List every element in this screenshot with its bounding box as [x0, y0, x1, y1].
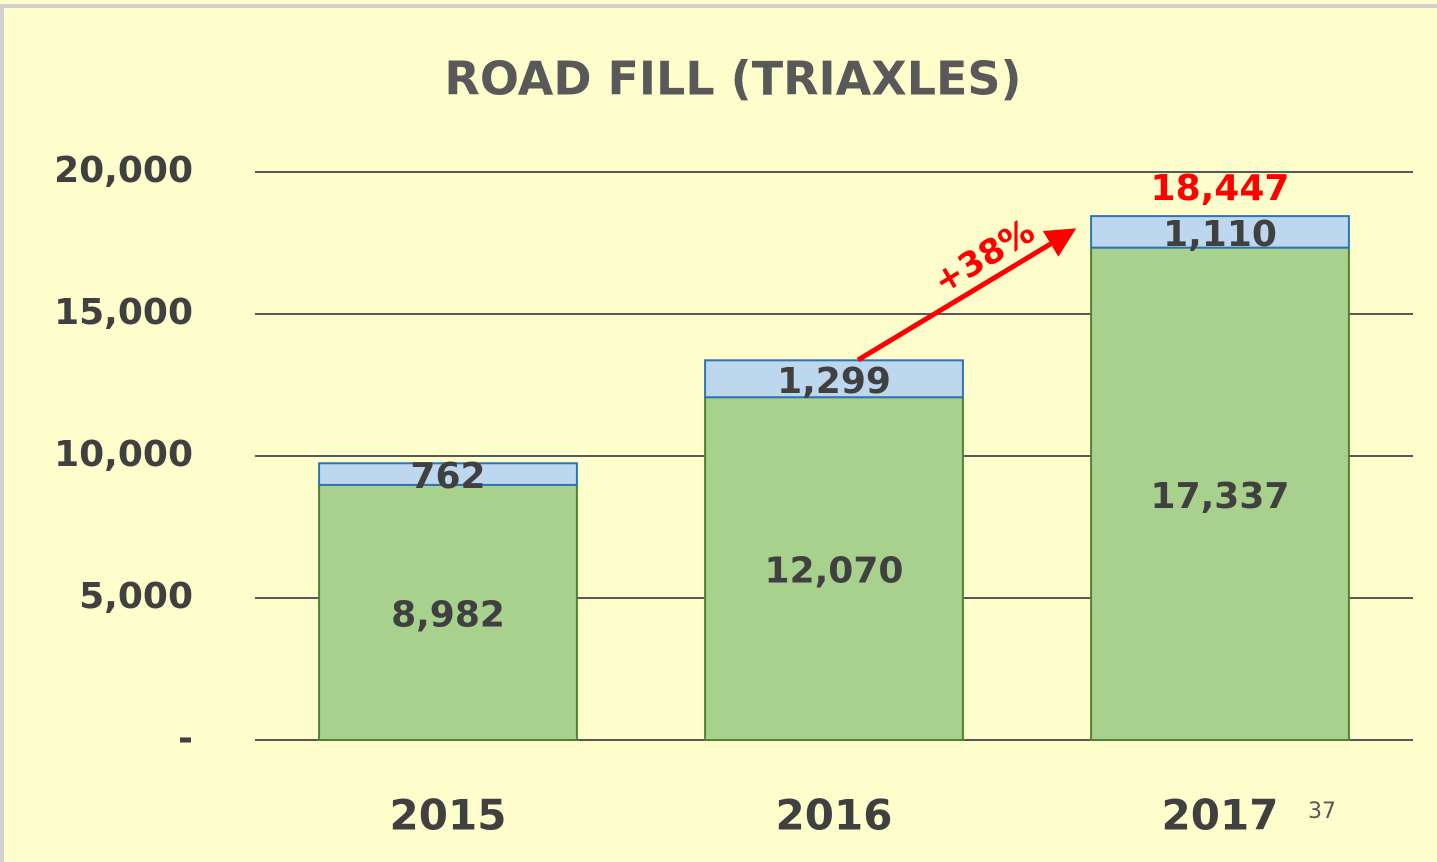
- page-number: 37: [1308, 799, 1336, 824]
- x-tick-label: 2015: [390, 791, 507, 840]
- data-label: 12,070: [765, 551, 904, 592]
- data-label: 1,299: [777, 361, 891, 402]
- data-label: 1,110: [1163, 214, 1277, 255]
- chart-title: ROAD FILL (TRIAXLES): [444, 52, 1021, 106]
- y-tick-label: 20,000: [54, 150, 193, 191]
- total-annotation: 18,447: [1151, 168, 1290, 209]
- data-label: 762: [410, 456, 485, 497]
- y-tick-label: 15,000: [54, 292, 193, 333]
- data-label: 8,982: [391, 594, 505, 635]
- y-tick-label: 10,000: [54, 434, 193, 475]
- x-tick-label: 2016: [776, 791, 893, 840]
- chart: ROAD FILL (TRIAXLES) 37 - 5,000 10,000 15,0…: [0, 0, 1437, 862]
- y-tick-label: 5,000: [79, 576, 193, 617]
- data-label: 17,337: [1151, 476, 1290, 517]
- x-tick-label: 2017: [1162, 791, 1279, 840]
- y-tick-label: -: [178, 718, 193, 759]
